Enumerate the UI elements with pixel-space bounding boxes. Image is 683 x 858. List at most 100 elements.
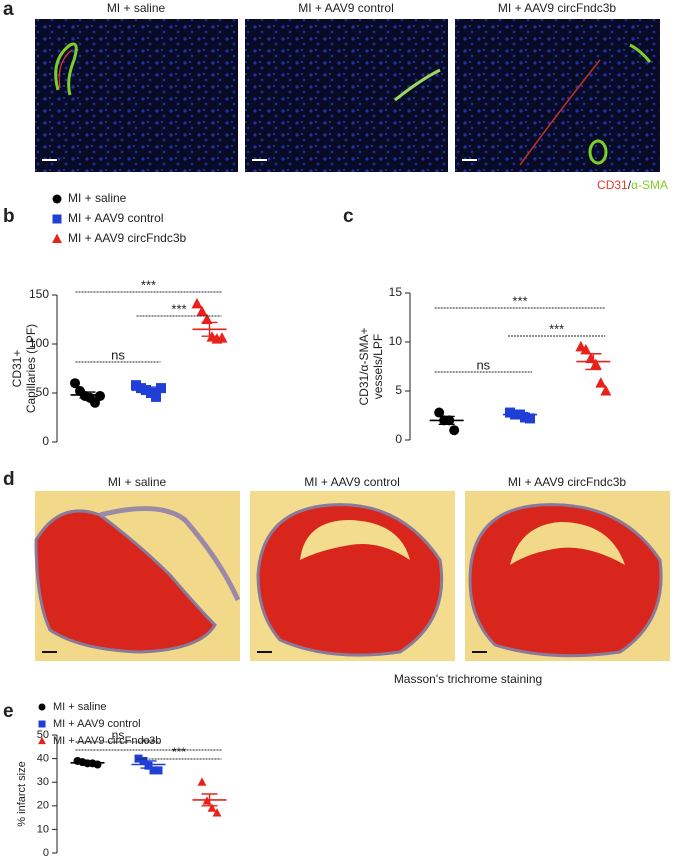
data-point (90, 397, 100, 408)
data-point (70, 378, 80, 389)
significance-label: *** (512, 293, 527, 308)
y-tick-label: 10 (37, 823, 49, 835)
vessel (588, 139, 608, 165)
data-point (216, 332, 228, 343)
data-point (151, 391, 161, 402)
panel-label: c (343, 206, 354, 227)
y-axis-label: % infarct size (16, 761, 28, 826)
data-point (197, 777, 207, 786)
y-tick-label: 20 (37, 800, 49, 812)
y-tick-label: 50 (36, 385, 50, 399)
error-bar (79, 760, 96, 765)
y-tick-label: 15 (389, 285, 403, 299)
vessel (54, 42, 78, 96)
data-point (595, 377, 607, 388)
legend-label: MI + saline (68, 191, 127, 205)
y-tick-label: 5 (395, 383, 402, 397)
legend-marker (38, 720, 46, 728)
y-axis-label: vessels/LPF (371, 334, 385, 399)
error-bar (512, 411, 528, 418)
image-title: MI + saline (107, 1, 166, 15)
y-tick-label: 30 (37, 776, 49, 788)
heart-section (34, 509, 217, 654)
legend-label: MI + saline (53, 701, 107, 713)
significance-label: *** (141, 736, 155, 750)
y-tick-label: 0 (43, 847, 49, 858)
legend-label: MI + AAV9 control (53, 718, 141, 730)
image-title: MI + AAV9 control (298, 1, 394, 15)
stain-legend: CD31/α-SMA (597, 178, 668, 192)
y-axis-label: CD31/α-SMA+ (357, 328, 371, 406)
error-bar (201, 793, 218, 807)
trichrome-images (34, 491, 670, 661)
panel-label: e (3, 701, 14, 722)
significance-label: *** (171, 301, 186, 316)
data-point (149, 766, 158, 775)
legend-label: MI + AAV9 control (68, 211, 164, 225)
vessel (394, 68, 441, 102)
data-point (156, 383, 166, 394)
error-bar (140, 760, 157, 769)
stain-name: CD31 (597, 178, 628, 192)
scar (99, 506, 241, 602)
y-tick-label: 40 (37, 753, 49, 765)
y-tick-label: 10 (389, 334, 403, 348)
error-bar (201, 321, 218, 337)
y-axis-label: CD31+ (10, 350, 24, 388)
heart-section (468, 503, 663, 658)
vessel (519, 59, 601, 166)
data-point (434, 407, 445, 418)
image-title: MI + AAV9 control (304, 475, 400, 489)
micrograph (245, 19, 448, 172)
significance-label: ns (112, 728, 125, 742)
panel-label: b (3, 206, 15, 227)
legend-marker (38, 736, 46, 745)
error-bar (79, 391, 96, 399)
micrograph (455, 19, 660, 172)
image-title: MI + saline (108, 475, 167, 489)
legend-marker (52, 194, 62, 204)
y-axis-label: Capillaries (LPF) (24, 324, 38, 413)
legend-label: MI + AAV9 circFndc3b (53, 735, 161, 747)
image-title: MI + AAV9 circFndc3b (508, 475, 626, 489)
legend-marker (52, 214, 62, 224)
data-point (201, 313, 213, 324)
data-point (212, 808, 222, 817)
legend-label: MI + AAV9 circFndc3b (68, 231, 186, 245)
significance-label: *** (141, 277, 156, 292)
fluorescence-images (35, 19, 660, 172)
significance-label: ns (476, 357, 490, 372)
stain-name: α-SMA (631, 178, 668, 192)
y-tick-label: 50 (37, 729, 49, 741)
y-tick-label: 100 (29, 336, 49, 350)
error-bar (438, 415, 455, 426)
vessel (58, 49, 73, 89)
caption: Masson's trichrome staining (394, 672, 542, 686)
micrograph (35, 19, 238, 172)
stain-separator: / (628, 178, 632, 192)
significance-label: ns (111, 347, 125, 362)
image-title: MI + AAV9 circFndc3b (498, 1, 616, 15)
legend-marker (38, 703, 46, 711)
data-point (580, 343, 592, 355)
y-tick-label: 150 (29, 287, 49, 301)
data-point (191, 297, 203, 309)
data-point (600, 385, 612, 396)
data-point (154, 766, 163, 775)
data-point (95, 390, 105, 401)
panel-label: a (3, 0, 14, 20)
legend-marker (52, 233, 62, 244)
data-point (196, 305, 208, 317)
data-point (207, 803, 217, 812)
significance-label: *** (549, 321, 564, 336)
significance-label: *** (172, 745, 186, 759)
y-tick-label: 0 (42, 434, 49, 448)
cavity (510, 522, 625, 565)
error-bar (140, 386, 157, 394)
data-point (525, 413, 535, 424)
panel-label: d (3, 469, 15, 490)
data-point (449, 425, 460, 436)
error-bar (585, 353, 602, 371)
